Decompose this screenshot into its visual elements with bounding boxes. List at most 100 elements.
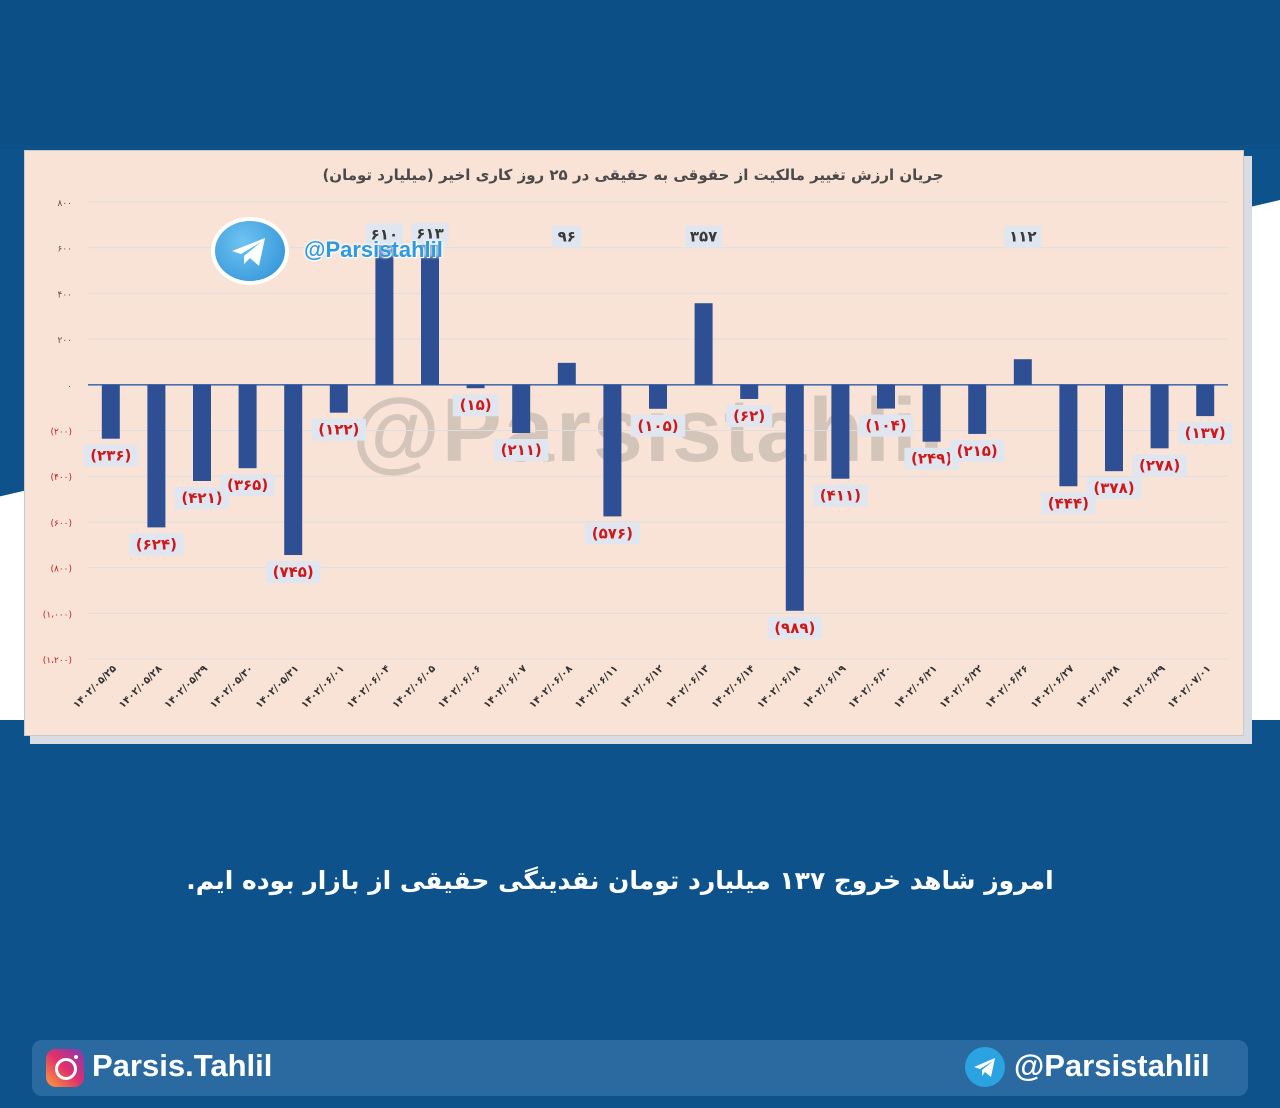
data-label: (۱۲۲) <box>318 421 359 439</box>
x-tick-label: ۱۴۰۲/۰۶/۱۲ <box>619 663 666 710</box>
bar <box>603 384 622 517</box>
x-tick-label: ۱۴۰۲/۰۵/۲۹ <box>163 663 210 710</box>
bar <box>466 384 485 389</box>
bar <box>421 244 439 385</box>
bar <box>557 362 576 385</box>
data-label: (۲۱۱) <box>501 441 542 459</box>
bar <box>740 384 759 399</box>
chart-title: جریان ارزش تغییر مالکیت از حقوقی به حقیق… <box>322 166 944 184</box>
data-label: (۱۳۷) <box>1185 424 1226 442</box>
x-tick-label: ۱۴۰۲/۰۶/۲۷ <box>1029 663 1076 710</box>
bar <box>694 303 713 385</box>
x-tick-label: ۱۴۰۲/۰۵/۳۱ <box>254 663 301 710</box>
y-tick-label: ۴۰۰ <box>57 290 72 300</box>
y-tick-label: (۶۰۰) <box>50 519 72 529</box>
data-label: (۴۲۱) <box>181 489 222 507</box>
y-tick-label: (۴۰۰) <box>50 473 72 483</box>
x-tick-label: ۱۴۰۲/۰۶/۰۶ <box>436 663 483 710</box>
x-tick-label: ۱۴۰۲/۰۶/۱۳ <box>664 663 711 710</box>
x-tick-label: ۱۴۰۲/۰۶/۰۴ <box>345 663 392 710</box>
data-label: ۳۵۷ <box>690 228 717 246</box>
x-tick-label: ۱۴۰۲/۰۶/۱۸ <box>755 663 802 710</box>
data-label-background <box>311 418 367 441</box>
telegram-icon[interactable] <box>965 1047 1005 1087</box>
telegram-logo-icon <box>215 221 285 281</box>
data-label-background <box>630 414 686 437</box>
bar <box>193 384 211 481</box>
y-tick-label: (۲۰۰) <box>50 428 72 438</box>
x-tick-label: ۱۴۰۲/۰۵/۳۰ <box>208 663 255 710</box>
bar <box>1196 384 1215 417</box>
data-label-background <box>411 222 449 245</box>
data-label-background <box>129 533 184 556</box>
bar <box>284 384 303 556</box>
data-label: (۲۷۸) <box>1139 456 1180 474</box>
data-label: ۱۱۲ <box>1009 228 1036 246</box>
bar <box>238 384 257 469</box>
bar <box>1059 384 1078 487</box>
data-label-background <box>1041 492 1096 515</box>
telegram-handle-footer[interactable]: @Parsistahlil <box>1014 1048 1210 1083</box>
y-tick-label: (۸۰۰) <box>50 565 72 575</box>
x-tick-label: ۱۴۰۲/۰۶/۲۲ <box>938 663 985 710</box>
data-label: (۷۴۵) <box>273 563 314 581</box>
y-tick-label: ۶۰۰ <box>57 245 72 255</box>
y-tick-label: (۱،۲۰۰) <box>43 656 72 666</box>
data-label-background <box>813 484 868 507</box>
data-label-background <box>1086 477 1142 500</box>
bar <box>512 384 531 434</box>
data-label: ۹۶ <box>558 228 576 246</box>
data-label-background <box>1132 454 1187 477</box>
x-tick-label: ۱۴۰۲/۰۵/۲۵ <box>71 663 118 710</box>
data-label-background <box>767 616 823 639</box>
data-label: (۳۶۵) <box>227 476 268 494</box>
bar <box>922 384 941 442</box>
caption-text: امروز شاهد خروج ۱۳۷ میلیارد تومان نقدینگ… <box>186 866 1054 895</box>
data-label: (۳۷۸) <box>1093 479 1134 497</box>
data-label: (۴۴۴) <box>1048 494 1089 512</box>
x-tick-label: ۱۴۰۲/۰۶/۲۸ <box>1075 663 1122 710</box>
data-label: (۲۴۹) <box>911 450 952 468</box>
x-tick-label: ۱۴۰۲/۰۶/۰۸ <box>527 663 574 710</box>
bar <box>329 384 348 413</box>
data-label-background <box>220 474 275 497</box>
data-label: ۶۱۳ <box>416 225 443 243</box>
x-tick-label: ۱۴۰۲/۰۶/۲۶ <box>983 663 1030 710</box>
x-tick-label: ۱۴۰۲/۰۶/۱۴ <box>710 663 757 710</box>
data-label-background <box>174 486 230 509</box>
x-tick-label: ۱۴۰۲/۰۶/۱۱ <box>573 663 620 710</box>
data-label-background <box>684 225 723 248</box>
data-label: ۶۱۰ <box>371 225 398 243</box>
data-label-background <box>585 522 640 545</box>
x-tick-label: ۱۴۰۲/۰۶/۲۱ <box>892 663 939 710</box>
y-tick-label: ۰ <box>67 382 72 392</box>
instagram-icon[interactable] <box>46 1049 84 1087</box>
y-tick-label: ۲۰۰ <box>57 336 72 346</box>
x-tick-label: ۱۴۰۲/۰۵/۲۸ <box>117 663 164 710</box>
data-label-background <box>858 414 914 437</box>
bar <box>968 384 987 434</box>
data-label-background <box>1177 422 1233 445</box>
bar <box>1105 384 1123 472</box>
data-label-background <box>83 444 139 467</box>
data-label-background <box>265 561 321 584</box>
data-label-background <box>452 394 499 417</box>
telegram-handle-watermark: @Parsistahlil <box>304 237 443 262</box>
bar <box>649 384 667 409</box>
data-label: (۱۵) <box>460 396 492 414</box>
x-tick-label: ۱۴۰۲/۰۶/۰۷ <box>482 663 529 710</box>
instagram-handle[interactable]: Parsis.Tahlil <box>92 1048 273 1083</box>
data-label-background <box>1004 225 1042 248</box>
data-label: (۱۰۴) <box>865 417 906 435</box>
bar <box>1013 359 1032 385</box>
data-label-background <box>552 225 582 248</box>
data-label-background <box>365 223 404 246</box>
background-top-band <box>0 0 1280 145</box>
data-label: (۶۲) <box>733 407 765 425</box>
y-tick-label: (۱،۰۰۰) <box>43 610 72 620</box>
bar <box>831 384 850 479</box>
data-label: (۱۰۵) <box>637 417 678 435</box>
data-label: (۲۳۶) <box>90 447 131 465</box>
x-tick-label: ۱۴۰۲/۰۶/۲۹ <box>1120 663 1167 710</box>
